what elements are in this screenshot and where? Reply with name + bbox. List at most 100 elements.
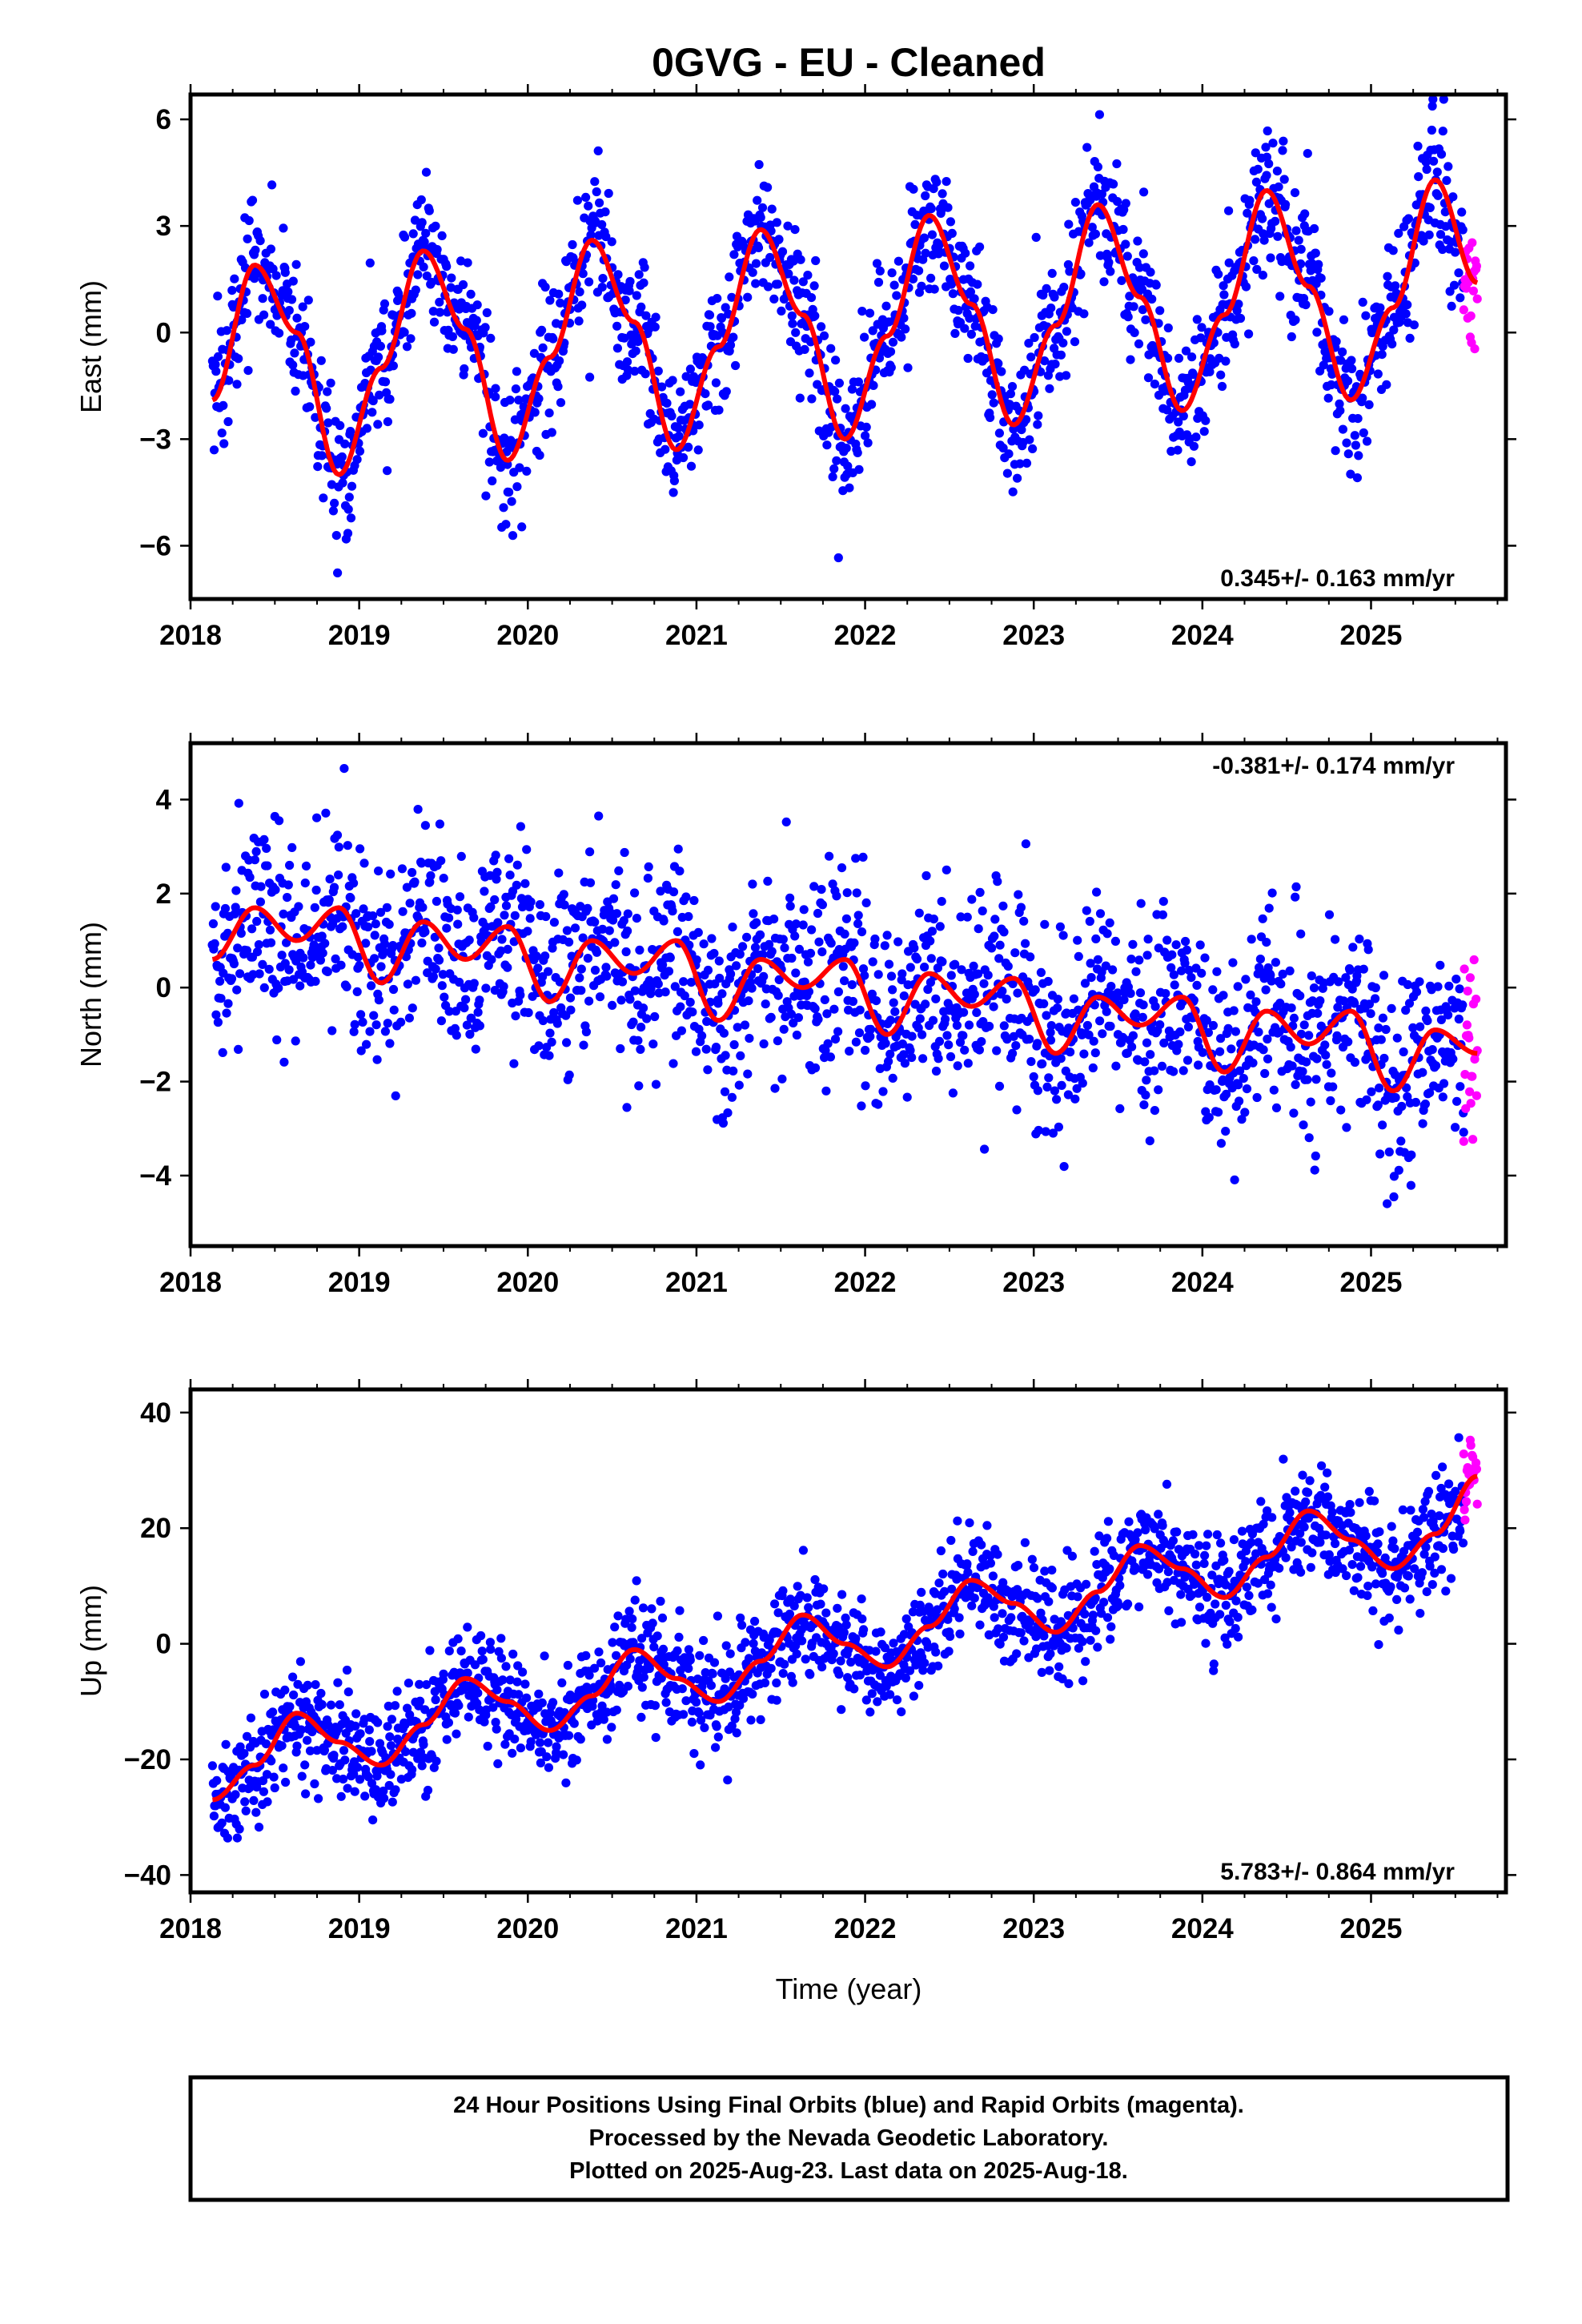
final-orbit-point bbox=[504, 854, 514, 863]
final-orbit-point bbox=[631, 346, 640, 356]
final-orbit-point bbox=[492, 1685, 502, 1695]
final-orbit-point bbox=[1142, 1076, 1151, 1085]
final-orbit-point bbox=[410, 215, 420, 225]
final-orbit-point bbox=[464, 1712, 473, 1722]
final-orbit-point bbox=[1046, 1649, 1055, 1659]
final-orbit-point bbox=[310, 1779, 319, 1789]
final-orbit-point bbox=[261, 1739, 271, 1749]
final-orbit-point bbox=[1062, 1643, 1071, 1653]
final-orbit-point bbox=[714, 405, 724, 415]
final-orbit-point bbox=[1384, 1147, 1394, 1157]
final-orbit-point bbox=[534, 394, 544, 404]
final-orbit-point bbox=[1278, 146, 1287, 155]
final-orbit-point bbox=[1418, 1068, 1427, 1077]
final-orbit-point bbox=[590, 177, 600, 187]
final-orbit-point bbox=[483, 1741, 492, 1751]
final-orbit-point bbox=[389, 1005, 399, 1015]
final-orbit-point bbox=[542, 1752, 552, 1762]
final-orbit-point bbox=[915, 1014, 925, 1023]
final-orbit-point bbox=[1364, 999, 1374, 1009]
final-orbit-point bbox=[355, 446, 365, 456]
final-orbit-point bbox=[1102, 1613, 1113, 1622]
final-orbit-point bbox=[1241, 282, 1251, 292]
final-orbit-point bbox=[778, 1586, 788, 1595]
final-orbit-point bbox=[656, 1673, 666, 1683]
final-orbit-point bbox=[998, 1609, 1007, 1618]
final-orbit-point bbox=[970, 1594, 979, 1603]
final-orbit-point bbox=[266, 938, 276, 947]
final-orbit-point bbox=[269, 1772, 279, 1782]
final-orbit-point bbox=[369, 1011, 379, 1020]
final-orbit-point bbox=[1251, 148, 1260, 158]
final-orbit-point bbox=[295, 1657, 305, 1667]
final-orbit-point bbox=[897, 1707, 906, 1717]
final-orbit-point bbox=[786, 1009, 797, 1019]
final-orbit-point bbox=[350, 1019, 359, 1029]
final-orbit-point bbox=[1204, 1112, 1214, 1122]
y-tick-label: 0 bbox=[156, 317, 171, 348]
final-orbit-point bbox=[1323, 393, 1333, 403]
final-orbit-point bbox=[383, 1701, 393, 1711]
final-orbit-point bbox=[402, 883, 412, 892]
final-orbit-point bbox=[1128, 1031, 1138, 1040]
final-orbit-point bbox=[1367, 1087, 1376, 1096]
final-orbit-point bbox=[851, 854, 861, 863]
final-orbit-point bbox=[1259, 1045, 1268, 1055]
final-orbit-point bbox=[1355, 935, 1364, 944]
final-orbit-point bbox=[1125, 292, 1134, 301]
final-orbit-point bbox=[1353, 414, 1363, 424]
final-orbit-point bbox=[902, 1092, 912, 1102]
final-orbit-point bbox=[661, 987, 670, 997]
final-orbit-point bbox=[1262, 171, 1271, 180]
final-orbit-point bbox=[561, 1778, 571, 1787]
final-orbit-point bbox=[1064, 219, 1074, 229]
final-orbit-point bbox=[832, 891, 841, 901]
final-orbit-point bbox=[1221, 356, 1231, 366]
final-orbit-point bbox=[1155, 306, 1165, 316]
final-orbit-point bbox=[923, 984, 933, 995]
x-tick-label: 2019 bbox=[328, 1267, 391, 1298]
final-orbit-point bbox=[669, 1059, 678, 1068]
final-orbit-point bbox=[1311, 1151, 1320, 1161]
final-orbit-point bbox=[811, 255, 821, 266]
final-orbit-point bbox=[884, 1056, 893, 1066]
final-orbit-point bbox=[594, 1647, 604, 1657]
final-orbit-point bbox=[1078, 1079, 1087, 1088]
final-orbit-point bbox=[430, 932, 440, 942]
final-orbit-point bbox=[234, 798, 243, 808]
final-orbit-point bbox=[1138, 305, 1147, 315]
final-orbit-point bbox=[785, 1609, 795, 1619]
final-orbit-point bbox=[1452, 975, 1461, 984]
final-orbit-point bbox=[713, 1732, 723, 1742]
final-orbit-point bbox=[434, 943, 444, 953]
final-orbit-point bbox=[1039, 999, 1049, 1008]
final-orbit-point bbox=[713, 1611, 723, 1621]
final-orbit-point bbox=[335, 1700, 344, 1710]
rapid-orbit-point bbox=[1466, 311, 1476, 321]
final-orbit-point bbox=[516, 990, 525, 1000]
final-orbit-point bbox=[728, 923, 737, 932]
final-orbit-point bbox=[545, 1028, 555, 1038]
final-orbit-point bbox=[950, 328, 960, 338]
final-orbit-point bbox=[803, 957, 813, 967]
final-orbit-point bbox=[1342, 1123, 1351, 1132]
final-orbit-point bbox=[522, 845, 532, 854]
final-orbit-point bbox=[342, 982, 351, 991]
final-orbit-point bbox=[1279, 175, 1289, 184]
final-orbit-point bbox=[351, 1721, 360, 1731]
final-orbit-point bbox=[806, 293, 817, 303]
final-orbit-point bbox=[624, 1606, 634, 1616]
final-orbit-point bbox=[1347, 364, 1357, 374]
final-orbit-point bbox=[336, 960, 346, 970]
final-orbit-point bbox=[799, 905, 809, 915]
final-orbit-point bbox=[1414, 172, 1423, 182]
final-orbit-point bbox=[1327, 1068, 1336, 1078]
final-orbit-point bbox=[1315, 996, 1325, 1006]
final-orbit-point bbox=[967, 895, 977, 904]
final-orbit-point bbox=[436, 1016, 447, 1026]
final-orbit-point bbox=[565, 993, 576, 1003]
final-orbit-point bbox=[1068, 1623, 1078, 1633]
final-orbit-point bbox=[876, 1627, 885, 1637]
final-orbit-point bbox=[981, 353, 990, 364]
final-orbit-point bbox=[1073, 1592, 1082, 1602]
